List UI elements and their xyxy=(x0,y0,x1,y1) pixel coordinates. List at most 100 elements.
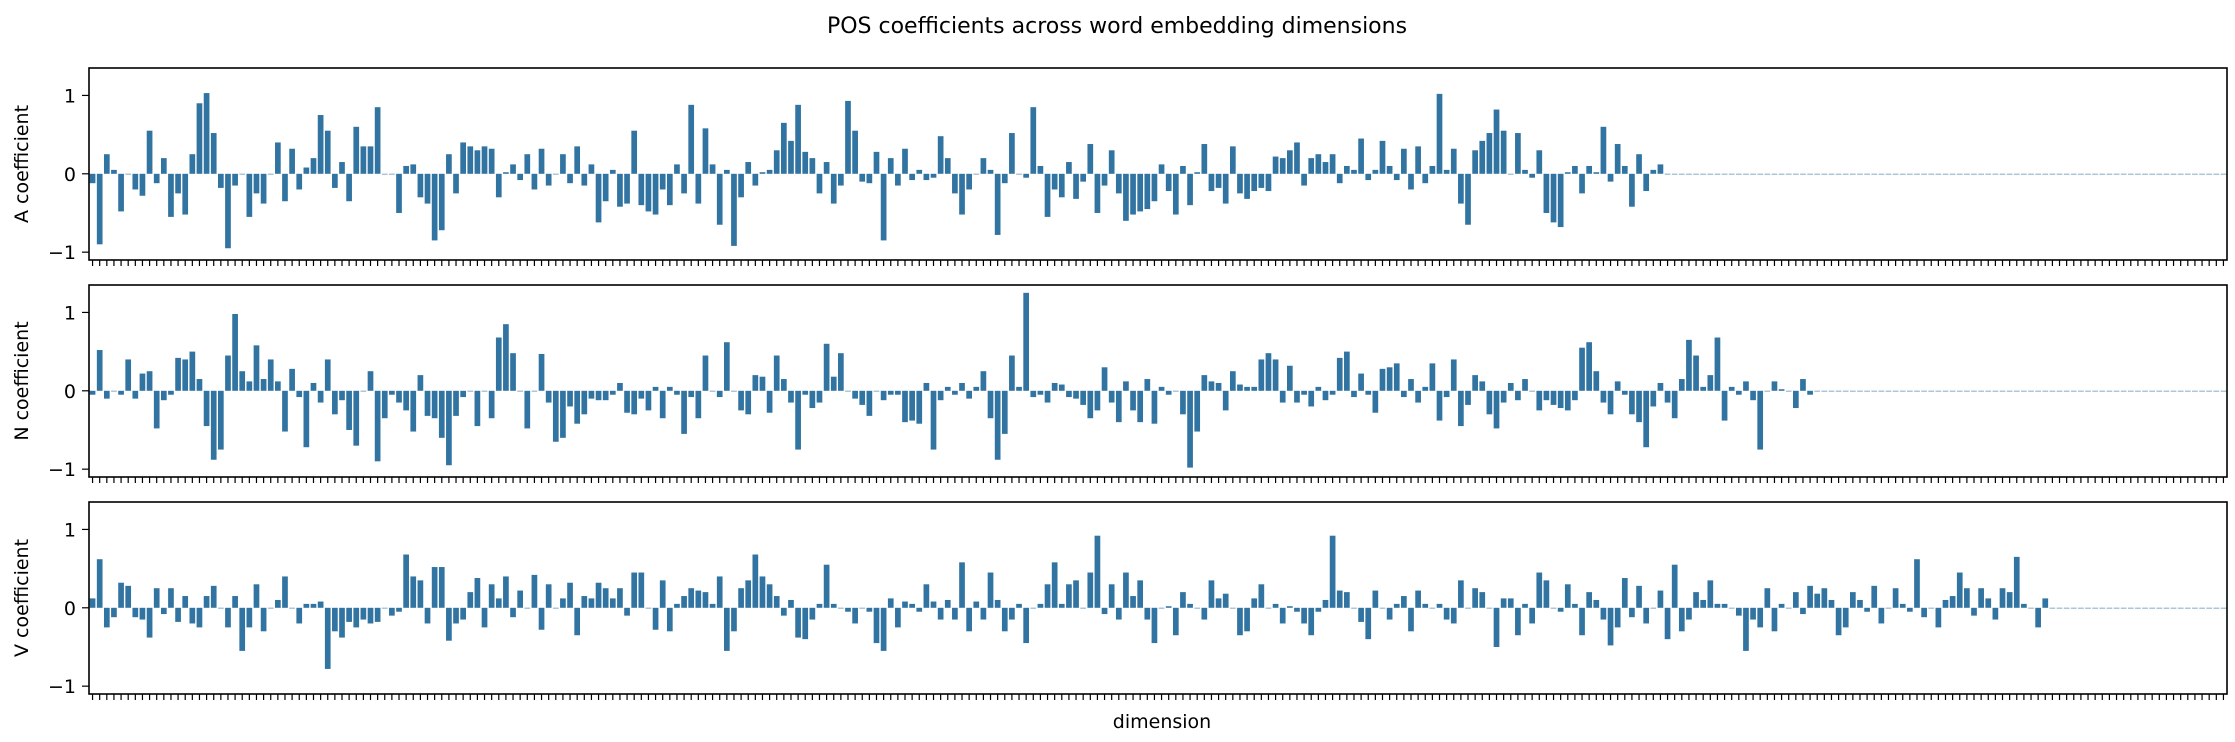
bar xyxy=(1992,607,1999,620)
bar xyxy=(1201,144,1208,174)
bar xyxy=(89,390,96,395)
bar xyxy=(1899,390,1906,392)
bar xyxy=(1472,375,1478,391)
bar xyxy=(1785,607,1792,609)
bar xyxy=(1500,130,1507,174)
bar xyxy=(809,158,816,174)
bar xyxy=(923,584,930,608)
bar xyxy=(731,173,737,246)
y-axis-label: A coefficient xyxy=(11,105,33,223)
bar xyxy=(937,136,944,174)
bar xyxy=(2220,173,2227,175)
bar xyxy=(210,133,217,174)
bar xyxy=(1044,390,1051,403)
bar xyxy=(944,599,951,608)
bar xyxy=(887,390,894,395)
bar xyxy=(182,359,189,391)
bar xyxy=(552,173,559,175)
bar xyxy=(1393,173,1400,181)
bar xyxy=(275,142,281,174)
bar xyxy=(2063,390,2070,392)
bar xyxy=(103,607,110,628)
bar xyxy=(367,371,374,391)
bar xyxy=(944,158,951,174)
bar xyxy=(2021,603,2027,608)
bar xyxy=(118,582,124,608)
bar xyxy=(367,607,374,624)
bar xyxy=(681,390,687,434)
bar xyxy=(374,390,381,462)
bar xyxy=(1871,173,1878,175)
bar xyxy=(1187,390,1193,468)
bar xyxy=(1101,173,1108,186)
bar xyxy=(838,353,844,391)
bar xyxy=(1743,173,1749,175)
bar xyxy=(1956,572,1963,608)
bar xyxy=(902,390,908,423)
bar xyxy=(182,173,189,215)
bar xyxy=(1286,365,1293,391)
bar xyxy=(1750,390,1756,401)
bar xyxy=(1479,140,1486,174)
bar xyxy=(160,158,167,174)
bar xyxy=(567,173,573,184)
bar xyxy=(2170,390,2177,392)
bar xyxy=(2035,607,2041,628)
bar xyxy=(859,607,866,609)
bar xyxy=(1037,165,1044,174)
bar xyxy=(1386,607,1393,620)
bar xyxy=(1949,390,1956,392)
bar xyxy=(1529,390,1535,392)
bar xyxy=(488,148,495,174)
bar xyxy=(1051,173,1058,190)
bar xyxy=(1636,390,1642,423)
bar xyxy=(709,390,716,392)
bar xyxy=(1344,351,1350,391)
bar xyxy=(838,173,844,186)
bar xyxy=(1828,390,1835,392)
bar xyxy=(1907,607,1913,612)
bar xyxy=(1850,390,1856,392)
bar xyxy=(510,607,516,618)
bar xyxy=(716,173,723,225)
bar xyxy=(1094,390,1101,411)
bar xyxy=(1251,386,1258,391)
bar xyxy=(609,390,616,395)
bar xyxy=(602,173,609,202)
bar xyxy=(1329,535,1336,608)
bar xyxy=(1529,607,1535,624)
bar xyxy=(2184,173,2191,175)
bar xyxy=(1543,173,1550,213)
bar xyxy=(1001,607,1008,632)
bar xyxy=(267,173,274,175)
bar xyxy=(538,353,545,391)
bar xyxy=(2127,173,2134,175)
bar xyxy=(510,353,516,391)
bar xyxy=(2170,173,2177,175)
bar xyxy=(1643,607,1650,624)
bar xyxy=(1700,599,1707,608)
bar xyxy=(2006,592,2013,608)
bar xyxy=(1180,592,1186,608)
bar xyxy=(759,172,766,174)
bar xyxy=(289,607,295,609)
bar xyxy=(1700,173,1707,175)
bar xyxy=(666,386,673,391)
bar xyxy=(1279,390,1286,403)
bar xyxy=(275,599,281,608)
bar xyxy=(1572,165,1578,174)
bar xyxy=(1458,173,1464,204)
bar xyxy=(381,173,388,175)
bar xyxy=(1949,173,1956,175)
bar xyxy=(2220,390,2227,392)
bar xyxy=(1450,607,1457,624)
bar xyxy=(1066,390,1072,398)
bar xyxy=(481,390,488,392)
bar xyxy=(203,93,210,174)
bar xyxy=(1479,592,1486,608)
bar xyxy=(1586,592,1593,608)
bar xyxy=(1857,390,1863,392)
bar xyxy=(1222,390,1229,411)
bar xyxy=(1229,607,1236,609)
bar xyxy=(852,607,858,624)
